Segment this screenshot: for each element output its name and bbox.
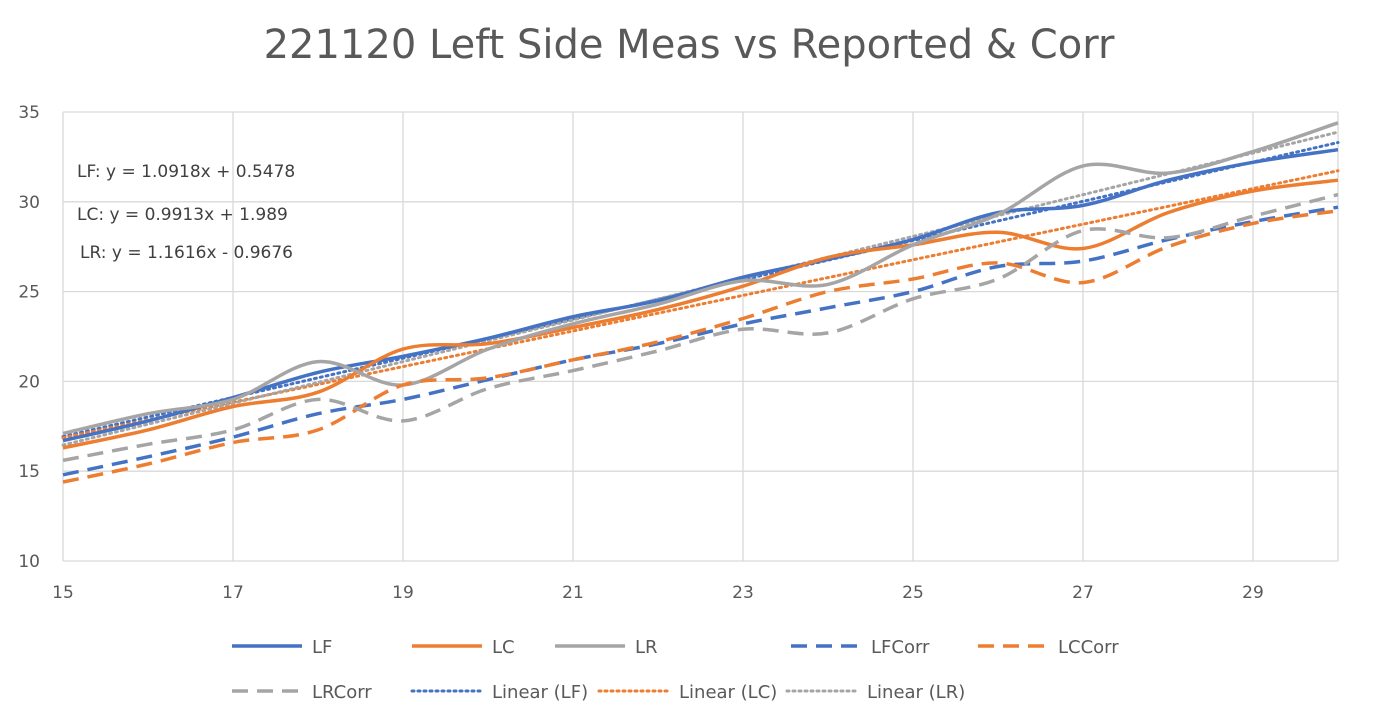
trendline-equation: LC: y = 0.9913x + 1.989 xyxy=(77,205,288,225)
legend-label: LFCorr xyxy=(871,637,930,658)
legend-label: LR xyxy=(635,637,658,658)
legend-item: Linear (LR) xyxy=(785,682,965,703)
series-line-LF xyxy=(62,147,1339,443)
series-line-LRCorr xyxy=(62,192,1339,463)
trendline-equations: LF: y = 1.0918x + 0.5478 LC: y = 0.9913x … xyxy=(77,162,295,263)
x-tick-label: 29 xyxy=(1242,583,1264,603)
grid xyxy=(62,111,1339,562)
series-line-LR xyxy=(62,121,1339,436)
x-tick-label: 27 xyxy=(1072,583,1094,603)
axis-labels: 10 15 20 25 30 35 15 17 19 21 23 25 27 29 xyxy=(18,103,1263,603)
chart-title: 221120 Left Side Meas vs Reported & Corr xyxy=(263,22,1115,68)
y-tick-label: 35 xyxy=(18,103,40,123)
trendline-equation: LR: y = 1.1616x - 0.9676 xyxy=(80,243,293,263)
x-tick-label: 21 xyxy=(562,583,584,603)
legend-label: LF xyxy=(312,637,332,658)
legend-item: LFCorr xyxy=(791,637,930,658)
legend-item: LRCorr xyxy=(232,682,372,703)
legend-label: Linear (LF) xyxy=(492,682,588,703)
y-tick-label: 30 xyxy=(18,193,40,213)
trendline-equation: LF: y = 1.0918x + 0.5478 xyxy=(77,162,295,182)
series-line-LFCorr xyxy=(62,205,1339,477)
x-tick-label: 19 xyxy=(392,583,414,603)
series-line-LCCorr xyxy=(62,209,1339,484)
y-tick-label: 10 xyxy=(18,552,40,572)
legend-label: LRCorr xyxy=(312,682,372,703)
y-tick-label: 25 xyxy=(18,283,40,303)
legend-item: LC xyxy=(412,637,515,658)
x-tick-label: 15 xyxy=(52,583,74,603)
y-tick-label: 15 xyxy=(18,462,40,482)
legend-label: LC xyxy=(492,637,515,658)
y-tick-label: 20 xyxy=(18,372,40,392)
legend-item: LF xyxy=(232,637,332,658)
legend-label: LCCorr xyxy=(1058,637,1119,658)
legend-label: Linear (LC) xyxy=(679,682,777,703)
x-tick-label: 17 xyxy=(222,583,244,603)
legend: LF LC LR LFCorr LCCorr LRCorr Linear (LF) Linea… xyxy=(232,637,1119,703)
legend-item: LR xyxy=(555,637,658,658)
legend-item: Linear (LC) xyxy=(597,682,777,703)
legend-label: Linear (LR) xyxy=(867,682,965,703)
x-tick-label: 23 xyxy=(732,583,754,603)
x-tick-label: 25 xyxy=(902,583,924,603)
legend-item: LCCorr xyxy=(978,637,1119,658)
legend-item: Linear (LF) xyxy=(410,682,588,703)
series-lines xyxy=(61,121,1340,484)
